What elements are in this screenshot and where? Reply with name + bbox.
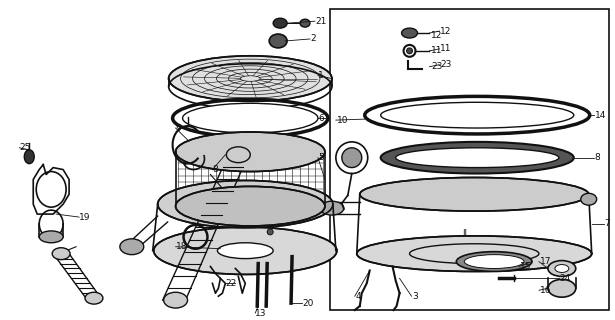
Text: 12: 12 [432, 30, 443, 40]
Ellipse shape [218, 243, 273, 259]
Ellipse shape [381, 142, 574, 173]
Text: 11: 11 [440, 44, 452, 53]
Text: 8: 8 [595, 153, 600, 162]
Ellipse shape [269, 34, 287, 48]
Ellipse shape [342, 148, 362, 168]
Ellipse shape [456, 252, 532, 271]
Ellipse shape [395, 148, 559, 168]
Ellipse shape [24, 150, 34, 164]
Ellipse shape [548, 260, 576, 276]
Ellipse shape [320, 201, 344, 215]
Text: 17: 17 [540, 257, 552, 266]
Ellipse shape [183, 103, 318, 133]
Ellipse shape [39, 231, 63, 243]
Text: 1: 1 [318, 71, 323, 80]
Text: 8: 8 [212, 165, 218, 174]
Ellipse shape [176, 186, 325, 226]
Ellipse shape [157, 180, 333, 228]
Bar [330, 9, 609, 310]
Text: 5: 5 [318, 153, 323, 162]
Ellipse shape [267, 229, 273, 235]
Text: II: II [462, 229, 467, 238]
Text: 13: 13 [255, 308, 267, 317]
Text: 20: 20 [302, 299, 314, 308]
Ellipse shape [120, 239, 144, 255]
Ellipse shape [360, 178, 589, 211]
Text: 3: 3 [413, 292, 418, 301]
Text: 11: 11 [432, 46, 443, 55]
Ellipse shape [169, 56, 332, 101]
Text: 23: 23 [432, 62, 443, 71]
Ellipse shape [164, 292, 188, 308]
Text: 22: 22 [225, 279, 237, 288]
Ellipse shape [176, 132, 325, 172]
Ellipse shape [402, 28, 418, 38]
Ellipse shape [300, 19, 310, 27]
Text: 21: 21 [315, 17, 327, 26]
Text: 15: 15 [520, 262, 531, 271]
Ellipse shape [548, 279, 576, 297]
Ellipse shape [273, 18, 287, 28]
Text: 19: 19 [79, 212, 90, 221]
Text: 2: 2 [310, 35, 315, 44]
Ellipse shape [52, 248, 70, 260]
Ellipse shape [154, 227, 337, 275]
Text: 12: 12 [440, 27, 452, 36]
Text: 14: 14 [595, 111, 606, 120]
Text: 24: 24 [560, 274, 571, 283]
Ellipse shape [357, 236, 592, 271]
Ellipse shape [381, 102, 574, 128]
Text: 6: 6 [318, 114, 323, 123]
Text: 16: 16 [540, 286, 552, 295]
Ellipse shape [464, 255, 524, 268]
Ellipse shape [407, 48, 413, 54]
Text: 9: 9 [176, 124, 181, 132]
Text: 10: 10 [337, 116, 348, 124]
Ellipse shape [226, 147, 250, 163]
Text: 25: 25 [19, 143, 31, 152]
Text: 18: 18 [176, 242, 187, 251]
Ellipse shape [581, 193, 597, 205]
Text: 7: 7 [605, 220, 611, 228]
Text: 23: 23 [440, 60, 452, 69]
Ellipse shape [85, 292, 103, 304]
Ellipse shape [555, 265, 569, 272]
Text: 4: 4 [356, 292, 362, 301]
